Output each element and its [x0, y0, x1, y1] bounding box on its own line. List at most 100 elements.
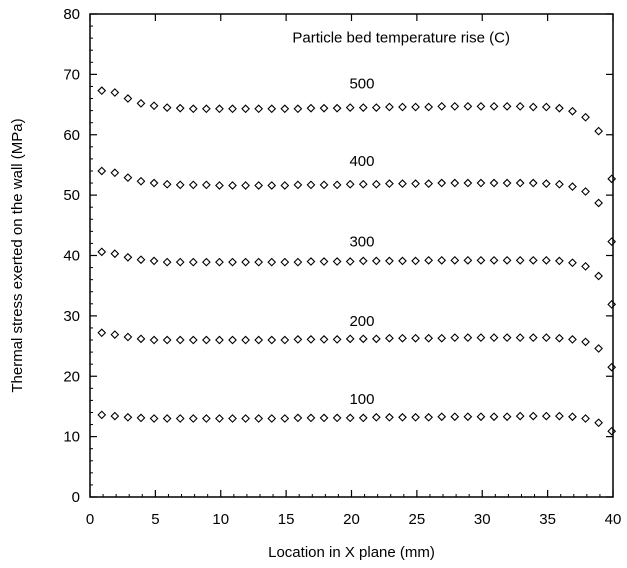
data-point-100 — [332, 413, 342, 423]
data-point-300 — [280, 257, 290, 267]
data-point-200 — [581, 337, 590, 347]
data-point-400 — [228, 181, 237, 190]
data-point-500 — [594, 126, 603, 136]
data-point-200 — [607, 362, 617, 372]
data-point-300 — [398, 256, 407, 266]
data-point-300 — [450, 255, 460, 265]
data-point-300 — [241, 257, 250, 267]
data-point-300 — [97, 247, 107, 257]
data-point-300 — [345, 257, 355, 266]
data-point-400 — [424, 179, 434, 189]
data-point-500 — [437, 101, 447, 111]
data-point-100 — [568, 412, 577, 422]
data-point-100 — [241, 414, 250, 423]
data-point-100 — [411, 412, 420, 422]
data-point-100 — [175, 414, 185, 423]
data-point-500 — [97, 86, 107, 96]
x-tick-label: 25 — [409, 511, 426, 528]
x-axis-label: Location in X plane (mm) — [268, 544, 435, 561]
data-point-500 — [267, 104, 277, 114]
data-point-100 — [228, 414, 237, 423]
data-point-100 — [254, 414, 264, 423]
data-point-400 — [515, 178, 525, 188]
x-tick-label: 10 — [212, 511, 229, 528]
data-point-500 — [528, 102, 538, 112]
data-point-200 — [123, 332, 133, 342]
data-point-300 — [293, 257, 303, 267]
data-point-300 — [175, 257, 185, 267]
data-point-400 — [293, 180, 303, 190]
data-point-500 — [515, 101, 525, 111]
data-point-500 — [136, 98, 146, 108]
data-point-300 — [267, 257, 277, 267]
data-point-200 — [568, 335, 577, 344]
data-point-100 — [293, 413, 303, 423]
y-tick-label: 40 — [63, 248, 80, 265]
data-point-200 — [293, 335, 303, 344]
data-point-300 — [228, 257, 237, 267]
data-point-400 — [398, 179, 407, 189]
data-point-400 — [358, 179, 368, 189]
data-point-400 — [371, 179, 381, 189]
y-tick-label: 80 — [63, 6, 80, 23]
data-point-200 — [594, 344, 603, 353]
data-point-300 — [568, 258, 577, 268]
data-point-300 — [162, 257, 172, 267]
y-tick-label: 10 — [63, 429, 80, 446]
data-point-500 — [215, 104, 224, 114]
data-point-200 — [450, 333, 460, 342]
data-point-500 — [358, 103, 368, 112]
data-point-400 — [162, 179, 172, 189]
data-point-500 — [332, 103, 342, 113]
data-point-500 — [175, 103, 185, 113]
data-point-200 — [555, 333, 564, 343]
data-point-400 — [201, 180, 211, 190]
data-point-300 — [502, 255, 512, 265]
data-point-200 — [280, 335, 290, 345]
y-axis-label: Thermal stress exerted on the wall (MPa) — [9, 118, 26, 392]
x-tick-label: 40 — [605, 511, 622, 528]
data-point-200 — [502, 333, 512, 342]
x-tick-label: 35 — [539, 511, 556, 528]
data-point-300 — [581, 261, 590, 271]
data-point-400 — [450, 178, 460, 188]
data-point-200 — [371, 334, 381, 344]
data-point-400 — [489, 178, 499, 188]
legend-title: Particle bed temperature rise (C) — [292, 29, 510, 46]
data-point-100 — [267, 414, 277, 423]
data-point-500 — [555, 103, 564, 113]
data-point-300 — [319, 257, 329, 266]
data-point-400 — [149, 178, 159, 188]
data-point-200 — [267, 335, 277, 345]
data-point-100 — [188, 414, 198, 423]
data-point-300 — [607, 300, 617, 309]
data-point-500 — [149, 101, 159, 111]
data-point-500 — [424, 102, 434, 112]
data-point-500 — [345, 103, 355, 112]
data-point-200 — [319, 335, 329, 344]
data-point-500 — [371, 103, 381, 112]
data-point-300 — [476, 255, 486, 265]
y-tick-label: 70 — [63, 66, 80, 83]
data-point-100 — [541, 411, 551, 421]
data-point-300 — [528, 255, 538, 265]
data-point-200 — [215, 335, 224, 345]
data-point-400 — [136, 176, 146, 186]
data-point-300 — [306, 257, 316, 266]
data-point-500 — [502, 101, 512, 111]
data-point-500 — [568, 106, 577, 116]
data-point-200 — [476, 333, 486, 342]
x-tick-label: 30 — [474, 511, 491, 528]
data-points — [97, 86, 617, 436]
y-axis-ticks: 0 10 20 30 40 50 60 70 80 — [63, 6, 613, 506]
data-point-500 — [476, 101, 486, 111]
data-point-400 — [267, 181, 277, 190]
data-point-200 — [385, 333, 394, 343]
data-point-200 — [136, 334, 146, 344]
data-point-300 — [515, 255, 525, 265]
data-point-500 — [489, 101, 499, 111]
data-point-200 — [463, 333, 473, 342]
data-point-500 — [541, 102, 551, 112]
data-point-400 — [345, 179, 355, 189]
data-point-300 — [110, 249, 120, 259]
